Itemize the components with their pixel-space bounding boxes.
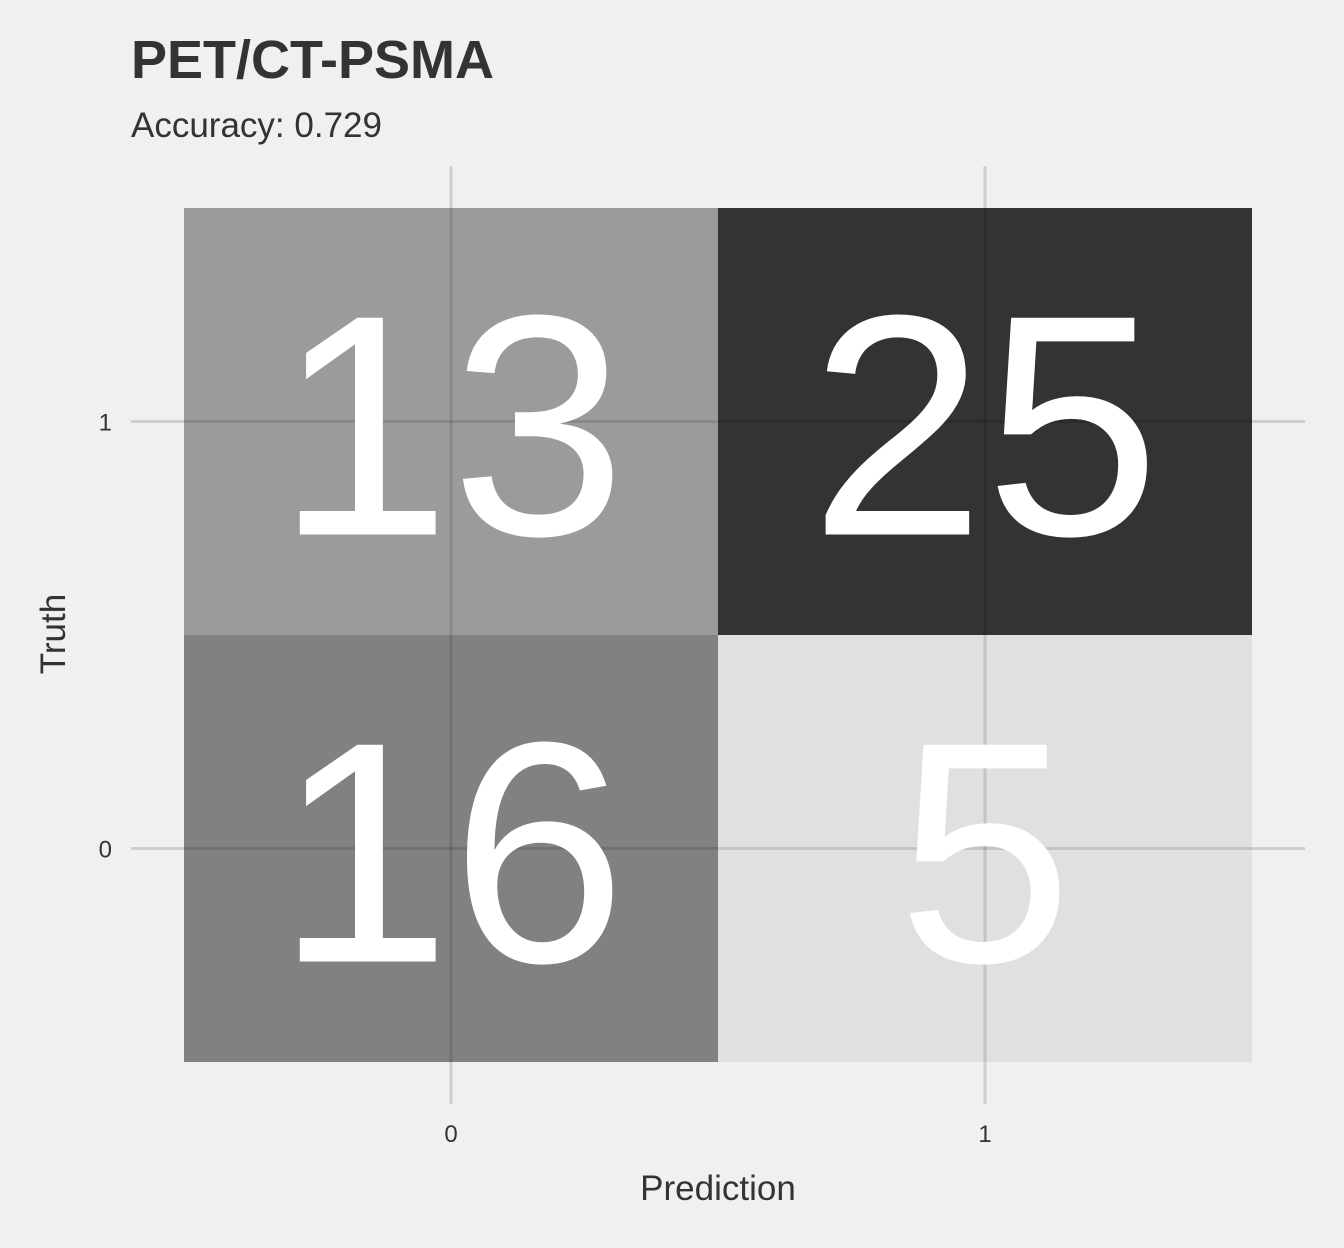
cell-pred-1-truth-1 [718,208,1252,635]
heatmap-cells [184,208,1252,1062]
x-axis-title: Prediction [640,1169,796,1208]
chart-title: PET/CT-PSMA [131,30,494,90]
cell-pred-0-truth-1 [184,208,718,635]
x-tick-label-1: 1 [978,1121,991,1148]
gridlines-overlay [184,208,1252,1062]
y-axis-title: Truth [34,594,73,674]
cell-label-pred-0-truth-1: 13 [276,250,626,602]
cell-label-pred-1-truth-0: 5 [897,677,1072,1029]
cell-label-pred-0-truth-0: 16 [276,677,626,1029]
chart-subtitle: Accuracy: 0.729 [131,106,382,145]
cell-label-pred-1-truth-1: 25 [810,250,1160,602]
y-tick-label-0: 0 [99,837,112,864]
cell-value-labels: 13 25 16 5 [276,250,1160,1029]
y-axis-tick-labels: 01 [99,410,112,864]
y-tick-label-1: 1 [99,410,112,437]
cell-pred-1-truth-0 [718,635,1252,1062]
cell-pred-0-truth-0 [184,635,718,1062]
x-tick-label-0: 0 [444,1121,457,1148]
